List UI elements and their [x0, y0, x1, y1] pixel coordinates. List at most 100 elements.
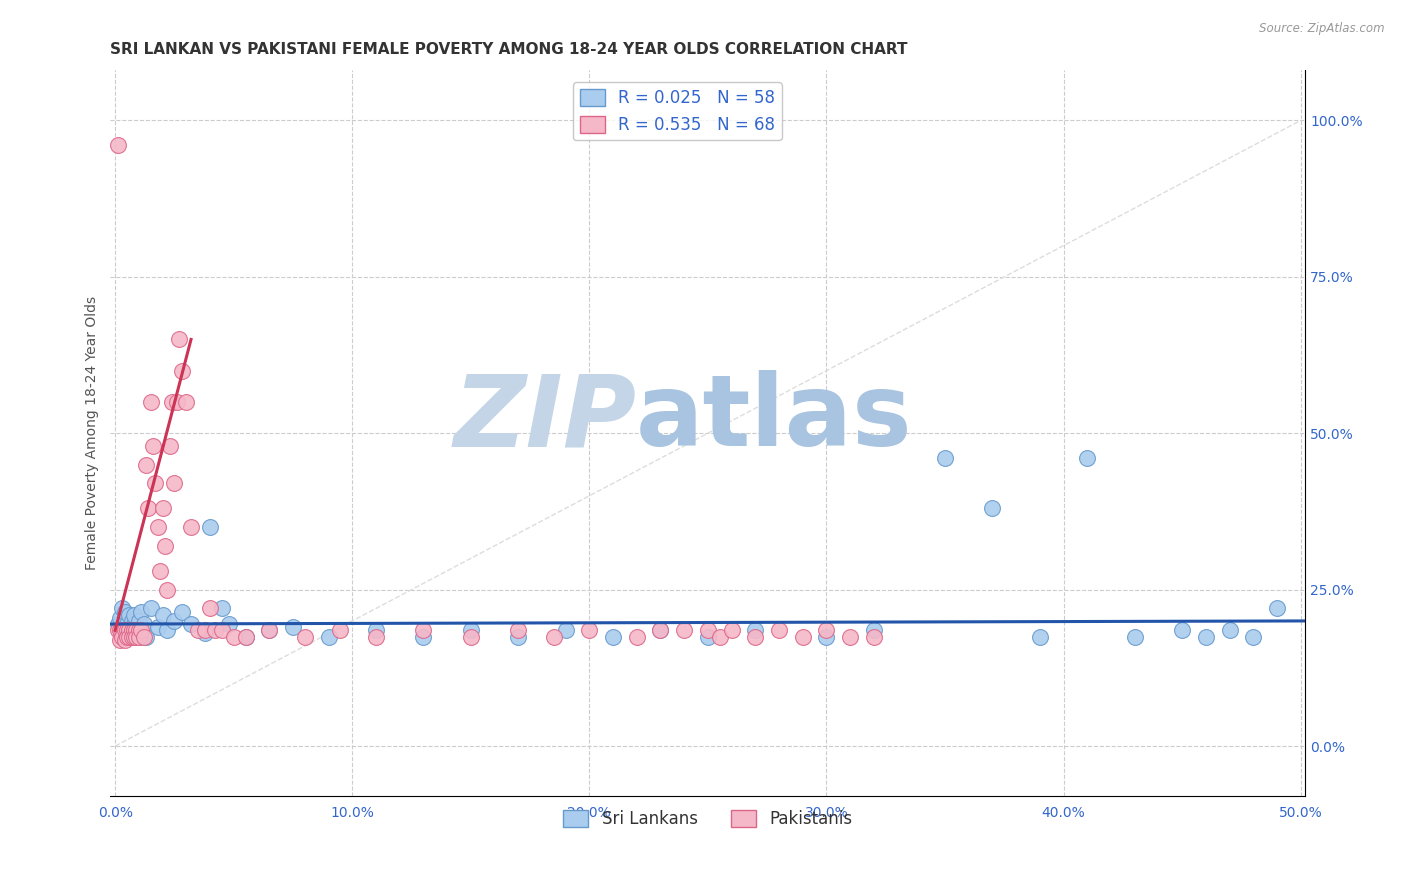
- Point: [108, 624, 131, 638]
- Point: [118, 607, 141, 622]
- Point: [153, 539, 176, 553]
- Point: [118, 630, 141, 644]
- Point: [114, 632, 136, 647]
- Point: [128, 614, 150, 628]
- Point: [602, 630, 624, 644]
- Point: [174, 395, 197, 409]
- Point: [115, 630, 138, 644]
- Point: [125, 630, 148, 644]
- Point: [198, 520, 221, 534]
- Point: [108, 611, 131, 625]
- Point: [211, 601, 233, 615]
- Point: [115, 624, 138, 638]
- Point: [122, 617, 145, 632]
- Point: [115, 617, 138, 632]
- Point: [135, 458, 157, 472]
- Point: [412, 624, 434, 638]
- Point: [108, 624, 131, 638]
- Point: [156, 582, 179, 597]
- Point: [815, 624, 838, 638]
- Point: [111, 630, 134, 644]
- Point: [118, 624, 141, 638]
- Point: [235, 630, 257, 644]
- Point: [114, 614, 136, 628]
- Point: [152, 501, 174, 516]
- Point: [696, 624, 718, 638]
- Point: [194, 624, 217, 638]
- Point: [129, 605, 152, 619]
- Text: ZIP: ZIP: [453, 370, 636, 467]
- Point: [128, 624, 150, 638]
- Point: [554, 624, 576, 638]
- Point: [142, 439, 165, 453]
- Point: [198, 601, 221, 615]
- Point: [118, 624, 141, 638]
- Point: [170, 605, 193, 619]
- Point: [412, 630, 434, 644]
- Y-axis label: Female Poverty Among 18-24 Year Olds: Female Poverty Among 18-24 Year Olds: [86, 296, 100, 570]
- Point: [222, 630, 245, 644]
- Point: [1265, 601, 1288, 615]
- Point: [122, 624, 145, 638]
- Point: [768, 624, 790, 638]
- Point: [132, 617, 155, 632]
- Point: [709, 630, 731, 644]
- Point: [1218, 624, 1240, 638]
- Text: Source: ZipAtlas.com: Source: ZipAtlas.com: [1260, 22, 1385, 36]
- Point: [139, 601, 162, 615]
- Point: [121, 614, 143, 628]
- Point: [259, 624, 281, 638]
- Point: [744, 624, 766, 638]
- Point: [508, 630, 530, 644]
- Point: [180, 520, 202, 534]
- Point: [543, 630, 565, 644]
- Point: [364, 630, 387, 644]
- Point: [578, 624, 600, 638]
- Point: [128, 630, 150, 644]
- Legend: Sri Lankans, Pakistanis: Sri Lankans, Pakistanis: [557, 804, 859, 835]
- Point: [981, 501, 1004, 516]
- Point: [180, 617, 202, 632]
- Point: [235, 630, 257, 644]
- Point: [111, 620, 134, 634]
- Point: [156, 624, 179, 638]
- Point: [720, 624, 742, 638]
- Point: [167, 333, 190, 347]
- Point: [194, 626, 217, 640]
- Point: [132, 630, 155, 644]
- Point: [460, 630, 482, 644]
- Point: [115, 626, 138, 640]
- Point: [114, 605, 136, 619]
- Point: [163, 476, 186, 491]
- Point: [696, 630, 718, 644]
- Point: [673, 624, 696, 638]
- Point: [121, 630, 143, 644]
- Point: [218, 617, 240, 632]
- Point: [1029, 630, 1052, 644]
- Point: [1123, 630, 1146, 644]
- Point: [1195, 630, 1218, 644]
- Text: atlas: atlas: [636, 370, 912, 467]
- Point: [122, 630, 145, 644]
- Point: [128, 630, 150, 644]
- Point: [364, 624, 387, 638]
- Point: [744, 630, 766, 644]
- Point: [146, 520, 169, 534]
- Point: [204, 624, 226, 638]
- Point: [318, 630, 340, 644]
- Point: [149, 564, 172, 578]
- Point: [187, 624, 209, 638]
- Point: [863, 624, 886, 638]
- Point: [163, 614, 186, 628]
- Point: [129, 624, 152, 638]
- Point: [650, 624, 672, 638]
- Point: [125, 624, 148, 638]
- Point: [1241, 630, 1264, 644]
- Point: [121, 624, 143, 638]
- Point: [138, 501, 160, 516]
- Point: [159, 439, 181, 453]
- Point: [294, 630, 316, 644]
- Point: [114, 624, 136, 638]
- Point: [626, 630, 648, 644]
- Point: [146, 620, 169, 634]
